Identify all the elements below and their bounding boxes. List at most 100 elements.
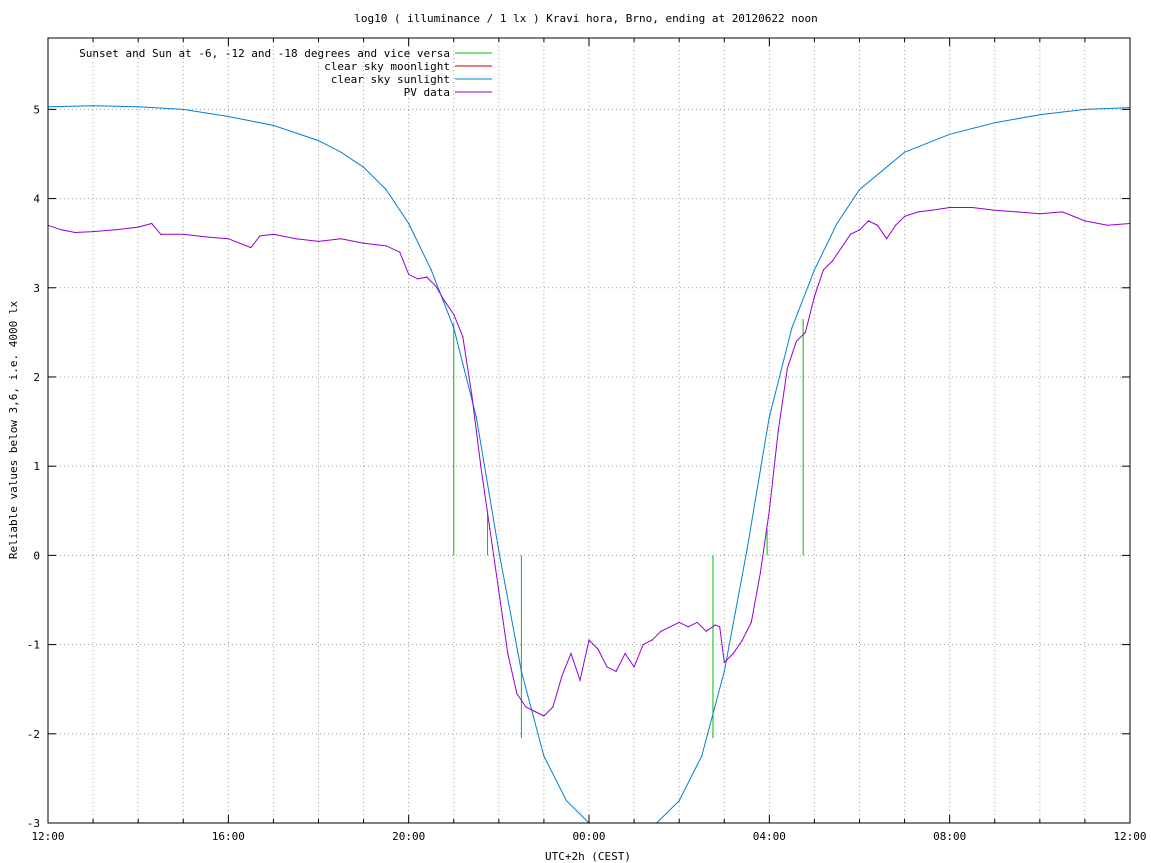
y-tick-label: 3 [33, 282, 40, 295]
data-point [858, 229, 861, 231]
data-point [471, 394, 473, 396]
data-point [295, 238, 297, 240]
data-point [151, 222, 153, 225]
y-tick-label: 2 [33, 371, 40, 384]
data-point [651, 639, 653, 641]
x-tick-label: 12:00 [1113, 830, 1146, 843]
data-point [570, 652, 572, 655]
data-point [813, 296, 816, 298]
data-point [363, 166, 365, 168]
series-2 [47, 105, 1131, 824]
y-tick-label: -2 [27, 728, 40, 741]
data-point [642, 644, 644, 646]
data-point [227, 238, 229, 240]
data-point [1106, 224, 1109, 226]
data-point [385, 245, 387, 247]
data-point [795, 340, 798, 342]
data-point [453, 327, 455, 329]
data-point [719, 626, 721, 628]
y-tick-label: -3 [27, 817, 40, 830]
data-point [949, 133, 951, 135]
legend-label: clear sky moonlight [324, 60, 450, 73]
data-point [498, 550, 500, 552]
data-point [633, 666, 635, 668]
data-point [408, 222, 410, 225]
y-axis-label: Reliable values below 3,6, i.e. 4000 lx [7, 300, 20, 559]
data-point [430, 269, 432, 271]
data-point [340, 151, 342, 153]
data-point [137, 106, 139, 108]
data-point [534, 710, 536, 713]
data-point [768, 416, 770, 418]
data-point [768, 510, 770, 512]
data-point [867, 220, 870, 222]
data-point [615, 670, 617, 673]
data-point [1084, 108, 1086, 110]
data-point [250, 247, 252, 249]
data-point [92, 231, 94, 233]
data-point [714, 624, 716, 626]
data-point [971, 206, 973, 209]
data-point [1039, 114, 1041, 116]
data-point [786, 367, 789, 369]
data-point [1084, 220, 1086, 222]
data-point [561, 675, 563, 677]
data-point [399, 251, 401, 253]
data-point [660, 630, 662, 632]
data-point [949, 206, 951, 209]
data-point [886, 238, 888, 240]
data-point [669, 626, 671, 628]
data-point [272, 124, 274, 126]
data-point [723, 670, 725, 673]
data-point [994, 122, 996, 124]
y-tick-label: 5 [33, 103, 40, 116]
data-point [74, 231, 76, 234]
data-point [426, 276, 428, 278]
y-tick-label: 0 [33, 549, 40, 562]
data-point [917, 211, 919, 213]
data-point [317, 140, 320, 142]
data-point [876, 224, 879, 226]
x-tick-label: 20:00 [392, 830, 425, 843]
data-point [489, 528, 491, 530]
series-0 [453, 318, 804, 739]
data-point [417, 278, 419, 280]
data-point [543, 755, 545, 757]
plot-area [47, 105, 1131, 824]
series-line [47, 105, 1131, 824]
data-point [723, 661, 725, 664]
data-point [732, 652, 734, 655]
data-point [696, 621, 698, 623]
axis-ticks: 12:00 16:00 20:00 00:00 04:00 08:00 12:00-3-2-… [27, 38, 1147, 843]
x-tick-label: 12:00 [31, 830, 64, 843]
data-point [678, 800, 680, 802]
data-point [705, 630, 707, 632]
data-point [678, 621, 680, 623]
data-point [317, 240, 320, 242]
data-point [520, 670, 523, 673]
legend-label: clear sky sunlight [331, 73, 450, 86]
data-point [543, 715, 545, 717]
data-point [777, 429, 779, 432]
data-point [931, 209, 933, 211]
data-point [182, 108, 184, 110]
data-point [160, 233, 162, 235]
y-tick-label: 4 [33, 193, 40, 206]
data-point [182, 233, 184, 235]
x-tick-label: 04:00 [753, 830, 786, 843]
data-point [759, 572, 761, 574]
data-point [480, 465, 482, 467]
series-line [47, 207, 1131, 717]
series-3 [47, 206, 1131, 717]
chart-title: log10 ( illuminance / 1 lx ) Kravi hora,… [354, 12, 818, 25]
data-point [507, 652, 509, 655]
data-point [525, 706, 527, 708]
x-tick-label: 08:00 [933, 830, 966, 843]
data-point [840, 247, 843, 249]
data-point [498, 590, 500, 592]
y-tick-label: -1 [27, 639, 40, 652]
legend: Sunset and Sun at -6, -12 and -18 degree… [79, 47, 492, 99]
data-point [137, 226, 139, 228]
x-axis-label: UTC+2h (CEST) [545, 850, 631, 863]
data-point [701, 755, 703, 757]
